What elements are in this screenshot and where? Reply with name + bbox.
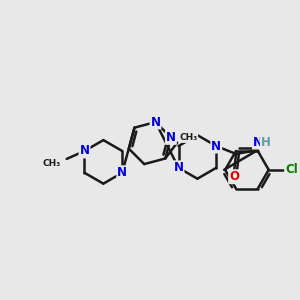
Text: N: N — [80, 145, 89, 158]
Text: CH₃: CH₃ — [43, 159, 61, 168]
Text: H: H — [261, 136, 271, 148]
Text: N: N — [173, 161, 184, 174]
Text: N: N — [211, 140, 221, 152]
Text: O: O — [229, 170, 239, 183]
Text: N: N — [117, 166, 127, 179]
Text: N: N — [166, 131, 176, 144]
Text: Cl: Cl — [285, 163, 298, 176]
Text: N: N — [253, 136, 263, 148]
Text: CH₃: CH₃ — [179, 133, 197, 142]
Text: N: N — [151, 116, 160, 128]
